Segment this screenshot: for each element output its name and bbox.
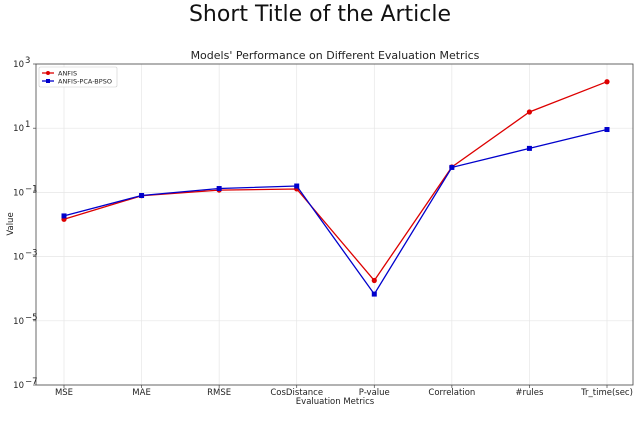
plot-frame bbox=[35, 63, 634, 386]
series-line-anfis bbox=[63, 81, 608, 282]
x-tick-label: Correlation bbox=[428, 388, 475, 398]
y-tick-label: 10 bbox=[13, 253, 24, 263]
legend-marker bbox=[46, 79, 50, 83]
grid bbox=[36, 63, 633, 386]
x-tick-label: #rules bbox=[515, 388, 544, 398]
legend-marker bbox=[46, 71, 50, 75]
x-tick-label: MSE bbox=[55, 388, 73, 398]
chart-title: Models' Performance on Different Evaluat… bbox=[191, 49, 480, 62]
y-tick-label: 10 bbox=[13, 124, 24, 134]
data-point bbox=[604, 127, 610, 133]
x-tick-label: RMSE bbox=[207, 388, 231, 398]
x-tick-label: P-value bbox=[359, 388, 390, 398]
data-point bbox=[294, 183, 300, 189]
x-tick-label: Tr_time(sec) bbox=[580, 388, 633, 398]
data-point bbox=[139, 193, 145, 199]
y-tick-label: 10 bbox=[13, 188, 24, 198]
x-axis: MSE MAE RMSE CosDistance P-value Correlation #… bbox=[55, 385, 633, 398]
series-line-anfis-pca-bpso bbox=[63, 128, 608, 296]
x-tick-label: CosDistance bbox=[270, 388, 323, 398]
y-tick-exponent: −5 bbox=[25, 313, 38, 323]
data-point bbox=[526, 145, 532, 151]
data-point bbox=[371, 277, 377, 284]
data-point bbox=[61, 213, 67, 219]
x-tick-label: MAE bbox=[132, 388, 151, 398]
legend-label: ANFIS-PCA-BPSO bbox=[58, 77, 112, 85]
y-tick-exponent: −1 bbox=[25, 184, 38, 194]
y-tick-label: 10 bbox=[13, 60, 24, 70]
y-axis-label: Value bbox=[6, 212, 16, 235]
page-title: Short Title of the Article bbox=[188, 2, 452, 27]
y-tick-exponent: −3 bbox=[25, 249, 38, 259]
legend-label: ANFIS bbox=[58, 69, 77, 77]
data-point bbox=[526, 109, 533, 115]
data-point bbox=[216, 186, 222, 192]
data-point bbox=[371, 291, 377, 297]
y-tick-label: 10 bbox=[13, 317, 24, 327]
legend-box bbox=[38, 66, 118, 88]
y-tick-exponent: 3 bbox=[25, 56, 30, 66]
x-axis-label: Evaluation Metrics bbox=[296, 397, 375, 407]
data-point bbox=[449, 164, 455, 170]
y-tick-exponent: 1 bbox=[25, 120, 30, 130]
series-layer bbox=[61, 79, 610, 297]
y-tick-label: 10 bbox=[13, 381, 24, 391]
data-point bbox=[604, 79, 610, 85]
y-tick-exponent: −7 bbox=[25, 377, 38, 387]
